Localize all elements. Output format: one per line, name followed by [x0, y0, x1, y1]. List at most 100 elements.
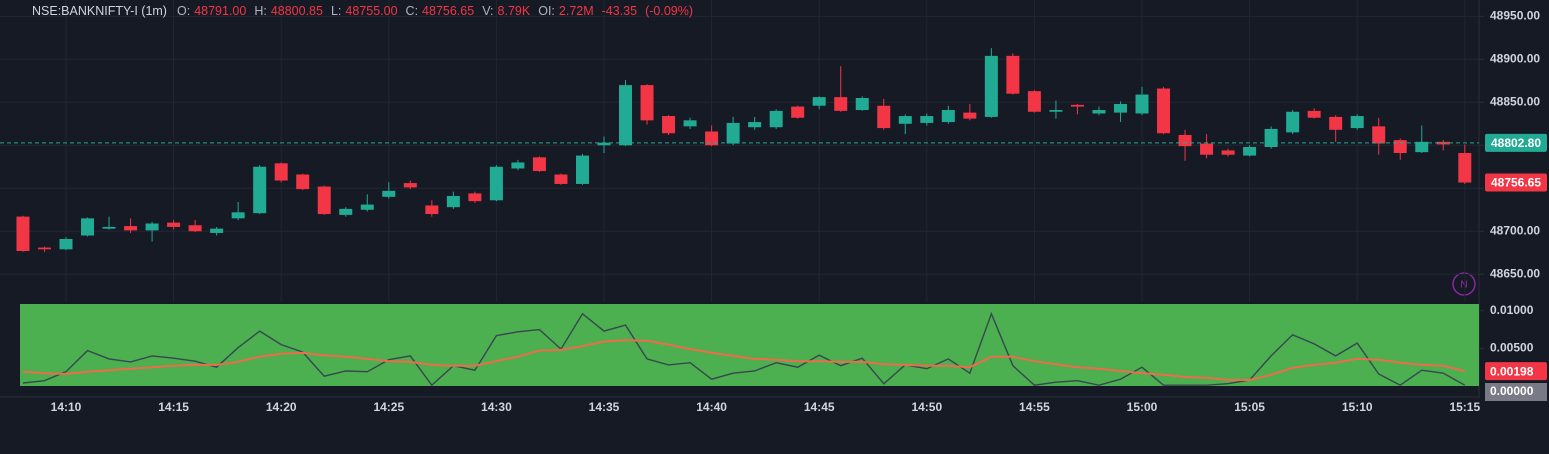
candle-body: [748, 122, 762, 128]
candle-body: [1415, 141, 1429, 153]
header-label: O:: [176, 4, 191, 18]
legend-header: NSE:BANKNIFTY-I (1m) O: 48791.00 H: 48800.85…: [32, 4, 701, 18]
candle-body: [1178, 134, 1192, 147]
header-label: H:: [254, 4, 267, 18]
candle-body: [1286, 111, 1300, 133]
x-tick-label: 15:15: [1449, 400, 1480, 414]
indicator-line: [22, 339, 1466, 381]
grid: [0, 0, 1479, 302]
candle-body: [1221, 150, 1235, 155]
indicator-icon-letter: N: [1460, 280, 1467, 291]
candle-body: [920, 116, 934, 123]
candle-body: [403, 183, 417, 188]
y-tick-label: 0.01000: [1490, 303, 1534, 317]
candle-body: [877, 105, 891, 129]
indicator-icon[interactable]: [1452, 272, 1476, 296]
candle-body: [317, 186, 331, 215]
candle-body: [16, 216, 30, 252]
candle-body: [1113, 104, 1127, 113]
candle-body: [37, 247, 51, 250]
x-tick-label: 14:50: [911, 400, 942, 414]
y-tick-label: 0.00000: [1490, 384, 1534, 398]
price-label-box: [1485, 133, 1547, 152]
candle-body: [124, 226, 138, 231]
candle-body: [619, 85, 633, 146]
candle-body: [963, 112, 977, 119]
candle-body: [834, 97, 848, 111]
y-tick-label: 0.00500: [1490, 341, 1534, 355]
indicator-last-box: [1485, 362, 1547, 381]
candle-body: [1049, 110, 1063, 112]
candle-body: [554, 174, 568, 184]
header-value: 48800.85: [270, 4, 323, 18]
symbol: NSE:BANKNIFTY-I (1m): [32, 4, 167, 18]
x-tick-label: 14:30: [481, 400, 512, 414]
candle-body: [1200, 143, 1214, 155]
candle-body: [425, 205, 439, 215]
y-tick-label: 48650.00: [1490, 266, 1540, 280]
x-tick-label: 14:10: [51, 400, 82, 414]
candle-body: [812, 97, 826, 106]
x-tick-label: 15:05: [1234, 400, 1265, 414]
candle-body: [1070, 104, 1084, 107]
y-tick-label: 48700.00: [1490, 223, 1540, 237]
candle-body: [360, 204, 374, 210]
candle-body: [705, 131, 719, 146]
candle-body: [1372, 126, 1386, 144]
candle-body: [446, 195, 460, 208]
candle-body: [575, 155, 589, 184]
header-value: 48756.65: [422, 4, 475, 18]
candle-body: [274, 163, 288, 181]
x-tick-label: 14:55: [1019, 400, 1050, 414]
candle-body: [1307, 110, 1321, 118]
candle-body: [1458, 153, 1472, 183]
candle-body: [1092, 110, 1106, 114]
candle-body: [59, 238, 73, 250]
candle-body: [1350, 116, 1364, 129]
candle-body: [102, 226, 116, 229]
candle-body: [210, 228, 224, 233]
header-value: 8.79K: [497, 4, 531, 18]
candle-body: [1027, 91, 1041, 112]
candle-body: [188, 225, 202, 232]
candle-body: [662, 116, 676, 134]
candle-body: [489, 166, 503, 201]
candle-body: [640, 85, 654, 121]
indicator-zero-box: [1485, 383, 1547, 401]
candle-body: [1264, 128, 1278, 147]
header-label: C:: [405, 4, 419, 18]
candle-body: [726, 122, 740, 144]
x-tick-label: 14:20: [266, 400, 297, 414]
candle-body: [1329, 116, 1343, 130]
candle-body: [339, 208, 353, 215]
price-label: 48756.65: [1491, 176, 1541, 190]
x-tick-label: 15:10: [1342, 400, 1373, 414]
candle-body: [791, 106, 805, 118]
indicator-line: [22, 311, 1466, 387]
header-value: (-0.09%): [645, 4, 694, 18]
indicator-last-label: 0.00198: [1490, 364, 1534, 378]
x-tick-label: 14:35: [589, 400, 620, 414]
y-tick-label: 48900.00: [1490, 51, 1540, 65]
candle-body: [296, 174, 310, 190]
indicator-background: [20, 304, 1479, 386]
header-label: OI:: [538, 4, 555, 18]
candle-body: [253, 166, 267, 214]
candle-body: [382, 190, 396, 197]
candle-body: [984, 55, 998, 117]
candle-body: [81, 218, 95, 236]
x-tick-label: 14:40: [696, 400, 727, 414]
candle-body: [468, 193, 482, 202]
candle-body: [1243, 146, 1257, 156]
header-value: 48791.00: [194, 4, 247, 18]
price-label: 48802.80: [1491, 136, 1541, 150]
y-tick-label: 48850.00: [1490, 94, 1540, 108]
candle-body: [1393, 140, 1407, 154]
candle-body: [898, 116, 912, 124]
candle-body: [167, 222, 181, 227]
candle-body: [941, 110, 955, 123]
candle-body: [532, 157, 546, 172]
candle-body: [597, 142, 611, 146]
header-label: V:: [482, 4, 494, 18]
